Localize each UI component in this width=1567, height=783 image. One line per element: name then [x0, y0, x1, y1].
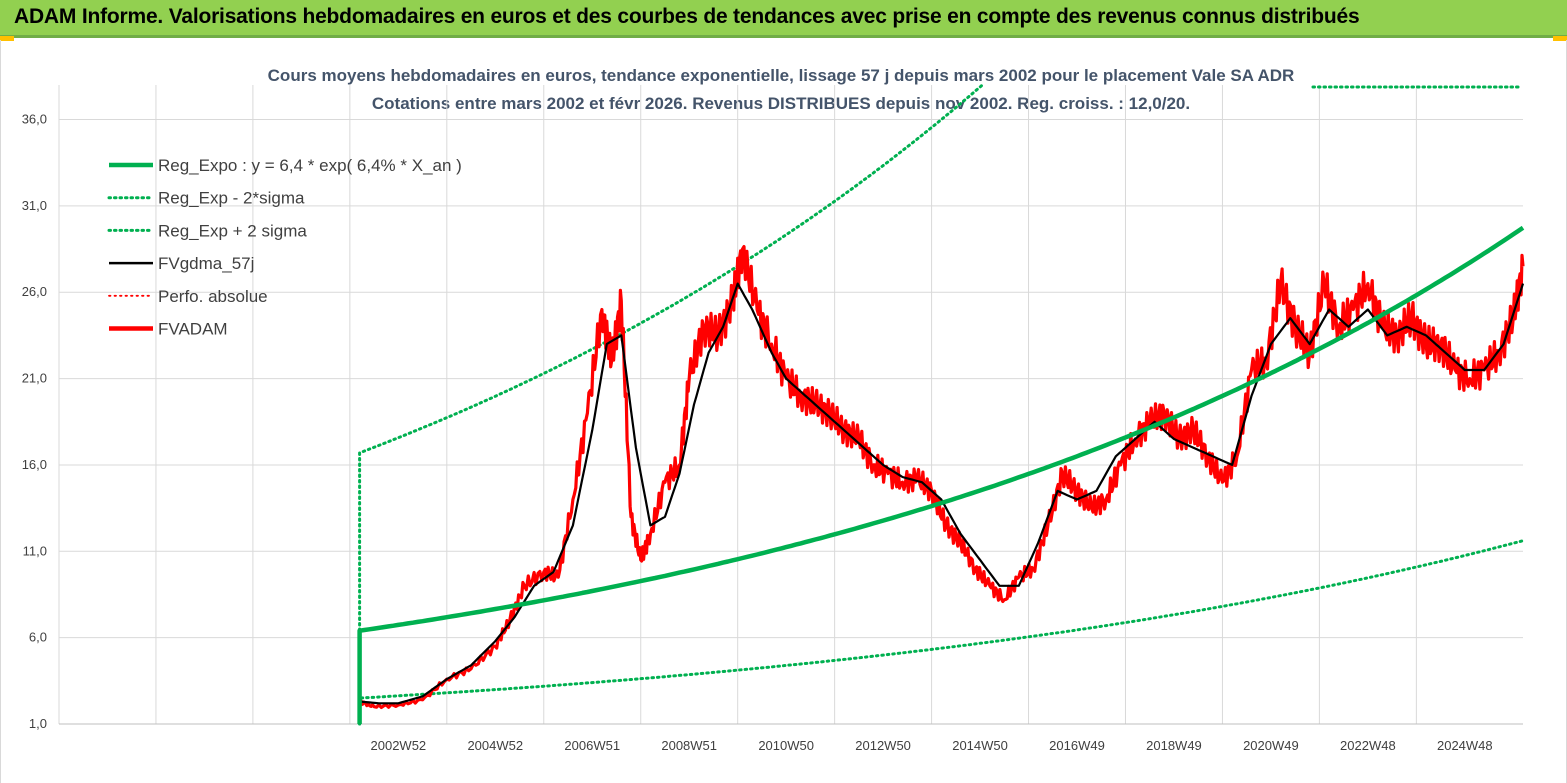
legend-label: FVADAM [158, 320, 228, 339]
x-tick-label: 2022W48 [1340, 738, 1396, 753]
chart-svg: Cours moyens hebdomadaires en euros, ten… [22, 66, 1525, 753]
legend-label: Reg_Exp + 2 sigma [158, 221, 307, 240]
chart-legend: Reg_Expo : y = 6,4 * exp( 6,4% * X_an ) R… [107, 156, 462, 339]
series-line-reg-exp-0 [358, 539, 1525, 726]
y-tick-label: 11,0 [23, 543, 47, 558]
legend-label: FVgdma_57j [158, 254, 254, 273]
legend-label: Reg_Expo : y = 6,4 * exp( 6,4% * X_an ) [158, 156, 462, 175]
series-line-reg-exp-1 [358, 83, 984, 726]
report-title: ADAM Informe. Valorisations hebdomadaire… [14, 5, 1360, 28]
chart-subtitle: Cotations entre mars 2002 et févr 2026. … [372, 94, 1190, 113]
series-line-reg-expo-4 [357, 225, 1525, 724]
report-header: ADAM Informe. Valorisations hebdomadaire… [0, 0, 1567, 38]
legend-label: Reg_Exp - 2*sigma [158, 189, 305, 208]
x-tick-label: 2012W50 [855, 738, 911, 753]
chart-title: Cours moyens hebdomadaires en euros, ten… [268, 66, 1295, 85]
x-tick-label: 2020W49 [1243, 738, 1299, 753]
x-tick-label: 2010W50 [758, 738, 814, 753]
x-tick-label: 2016W49 [1049, 738, 1105, 753]
chart-series [357, 83, 1525, 726]
y-tick-label: 36,0 [22, 112, 47, 127]
y-tick-label: 1,0 [29, 716, 47, 731]
corner-marker-left [0, 36, 14, 41]
x-tick-label: 2006W51 [564, 738, 620, 753]
x-axis: 2002W52 2004W52 2006W51 2008W51 2010W50 2012W… [371, 738, 1493, 753]
series-line-fvadam-2 [358, 245, 1525, 724]
x-tick-label: 2002W52 [371, 738, 427, 753]
x-tick-label: 2024W48 [1437, 738, 1493, 753]
y-tick-label: 26,0 [22, 284, 47, 299]
corner-marker-right [1553, 36, 1567, 41]
x-tick-label: 2004W52 [467, 738, 523, 753]
x-tick-label: 2008W51 [661, 738, 717, 753]
y-tick-label: 6,0 [29, 630, 47, 645]
x-tick-label: 2014W50 [952, 738, 1008, 753]
y-tick-label: 16,0 [22, 457, 47, 472]
x-tick-label: 2018W49 [1146, 738, 1202, 753]
y-tick-label: 21,0 [22, 371, 47, 386]
legend-label: Perfo. absolue [158, 287, 268, 306]
y-tick-label: 31,0 [22, 198, 47, 213]
chart-frame: Cours moyens hebdomadaires en euros, ten… [0, 40, 1567, 783]
series-line-fvgdma-57j-3 [358, 282, 1525, 724]
y-axis: 1,0 6,0 11,0 16,0 21,0 26,0 31,0 36,0 [22, 112, 47, 731]
chart-grid [58, 85, 1523, 725]
